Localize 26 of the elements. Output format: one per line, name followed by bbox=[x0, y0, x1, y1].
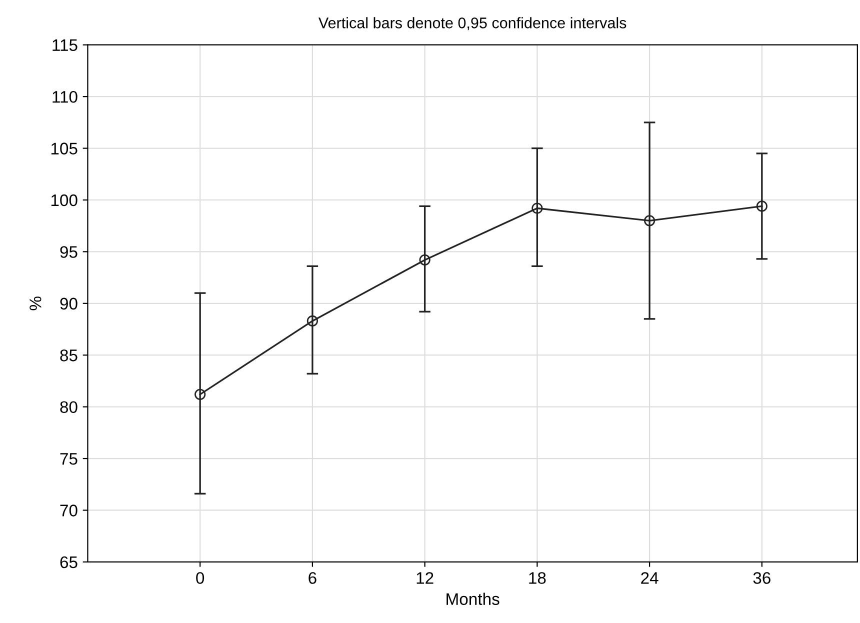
chart-title: Vertical bars denote 0,95 confidence intervals bbox=[318, 17, 626, 30]
y-tick-label: 105 bbox=[51, 142, 78, 154]
point bbox=[419, 254, 430, 266]
y-tick-label: 70 bbox=[60, 504, 78, 516]
point bbox=[194, 388, 206, 400]
x-tick-label: 18 bbox=[529, 572, 546, 584]
y-tick-label: 65 bbox=[60, 556, 78, 568]
x-tick-label: 24 bbox=[641, 572, 658, 584]
point bbox=[532, 202, 543, 214]
y-tick-label: 100 bbox=[51, 194, 78, 206]
y-tick-label: 90 bbox=[60, 298, 78, 310]
x-tick-label: 36 bbox=[753, 572, 770, 584]
point bbox=[756, 200, 768, 212]
y-axis-title: % bbox=[30, 296, 42, 310]
y-tick-label: 110 bbox=[52, 90, 78, 103]
y-tick-label: 85 bbox=[60, 350, 78, 362]
x-tick-label: 6 bbox=[308, 572, 316, 584]
point bbox=[644, 215, 656, 226]
x-axis-title: Months bbox=[446, 592, 500, 605]
point bbox=[306, 315, 318, 327]
y-tick-label: 115 bbox=[52, 39, 78, 52]
x-tick-label: 12 bbox=[416, 572, 434, 584]
y-tick-label: 95 bbox=[60, 246, 78, 258]
x-tick-label: 0 bbox=[196, 572, 204, 584]
y-tick-label: 75 bbox=[60, 453, 78, 465]
y-tick-label: 80 bbox=[60, 401, 78, 414]
